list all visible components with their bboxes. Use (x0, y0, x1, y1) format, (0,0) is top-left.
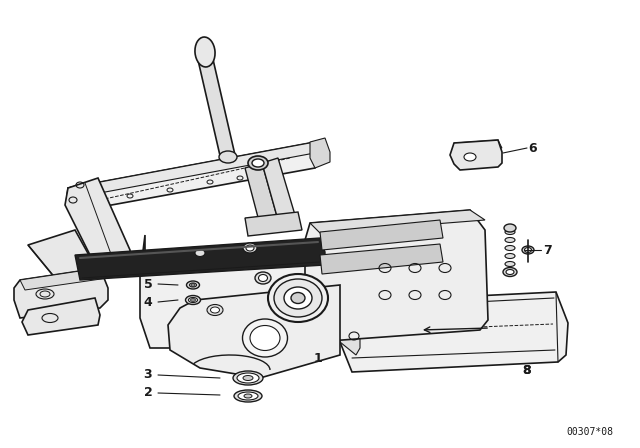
Ellipse shape (259, 275, 268, 281)
Ellipse shape (233, 371, 263, 385)
Ellipse shape (191, 284, 195, 287)
Text: 8: 8 (523, 363, 531, 376)
Ellipse shape (219, 151, 237, 163)
Polygon shape (168, 285, 340, 378)
Ellipse shape (243, 319, 287, 357)
Text: 3: 3 (144, 369, 152, 382)
Ellipse shape (505, 254, 515, 258)
Polygon shape (75, 238, 325, 280)
Polygon shape (310, 210, 485, 233)
Polygon shape (65, 178, 130, 275)
Ellipse shape (189, 297, 198, 302)
Ellipse shape (525, 247, 531, 253)
Polygon shape (262, 158, 295, 220)
Polygon shape (140, 235, 485, 348)
Polygon shape (68, 142, 320, 198)
Ellipse shape (252, 159, 264, 167)
Polygon shape (310, 138, 330, 168)
Polygon shape (450, 140, 502, 170)
Ellipse shape (237, 373, 259, 383)
Polygon shape (28, 230, 100, 290)
Ellipse shape (186, 296, 200, 305)
Ellipse shape (274, 279, 322, 317)
Polygon shape (245, 212, 302, 236)
Ellipse shape (284, 287, 312, 309)
Ellipse shape (191, 298, 195, 302)
Ellipse shape (246, 245, 254, 251)
Polygon shape (320, 220, 443, 250)
Ellipse shape (250, 326, 280, 350)
Ellipse shape (243, 243, 257, 253)
Ellipse shape (505, 246, 515, 250)
Ellipse shape (505, 229, 515, 234)
Ellipse shape (243, 375, 253, 380)
Text: 4: 4 (143, 296, 152, 309)
Ellipse shape (195, 37, 215, 67)
Text: 5: 5 (143, 277, 152, 290)
Ellipse shape (464, 153, 476, 161)
Polygon shape (305, 210, 488, 342)
Polygon shape (320, 244, 443, 274)
Polygon shape (245, 163, 278, 225)
Polygon shape (14, 268, 108, 318)
Polygon shape (198, 55, 235, 160)
Ellipse shape (248, 156, 268, 170)
Ellipse shape (244, 394, 252, 398)
Polygon shape (340, 292, 568, 372)
Polygon shape (340, 320, 360, 355)
Ellipse shape (234, 390, 262, 402)
Polygon shape (66, 142, 320, 212)
Text: 6: 6 (529, 142, 538, 155)
Ellipse shape (207, 305, 223, 315)
Polygon shape (454, 140, 502, 151)
Polygon shape (66, 185, 82, 212)
Text: 1: 1 (314, 352, 323, 365)
Ellipse shape (522, 246, 534, 254)
Ellipse shape (505, 237, 515, 242)
Ellipse shape (255, 272, 271, 284)
Text: 8: 8 (523, 363, 531, 376)
Text: 7: 7 (543, 244, 552, 257)
Ellipse shape (503, 267, 517, 276)
Ellipse shape (189, 283, 196, 287)
Ellipse shape (211, 307, 220, 313)
Text: 00307*08: 00307*08 (566, 427, 614, 437)
Ellipse shape (504, 224, 516, 232)
Polygon shape (22, 298, 100, 335)
Ellipse shape (186, 281, 200, 289)
Ellipse shape (506, 270, 514, 275)
Polygon shape (20, 268, 108, 290)
Ellipse shape (505, 262, 515, 267)
Ellipse shape (195, 250, 205, 257)
Text: 2: 2 (143, 387, 152, 400)
Ellipse shape (238, 392, 258, 400)
Ellipse shape (268, 274, 328, 322)
Ellipse shape (291, 293, 305, 303)
